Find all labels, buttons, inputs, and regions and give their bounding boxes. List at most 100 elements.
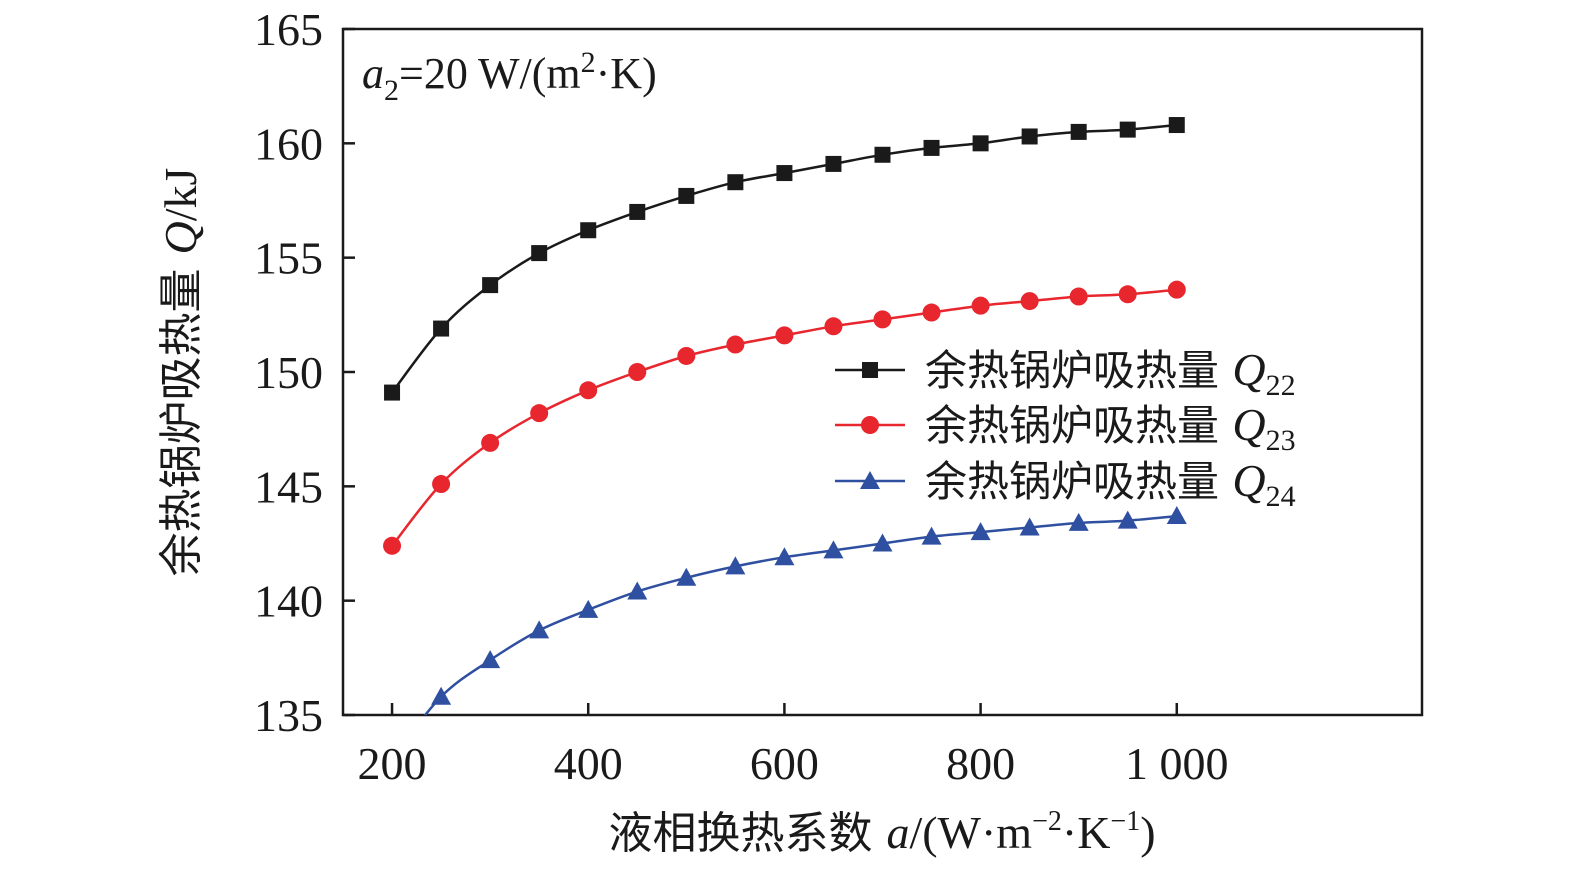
legend-label-q23: 余热锅炉吸热量 Q23 — [925, 399, 1296, 457]
data-point-q22 — [972, 135, 989, 152]
data-point-q23 — [726, 335, 745, 354]
data-point-q22 — [1168, 117, 1185, 134]
y-axis-title: 余热锅炉吸热量 Q/kJ — [155, 168, 207, 577]
legend-sub-q24: 24 — [1266, 480, 1296, 513]
legend-entry-q23: 余热锅炉吸热量 Q23 — [835, 399, 1296, 457]
data-point-q24 — [872, 533, 893, 552]
x-axis-title: 液相换热系数 a/(W·m−2·K−1) — [608, 806, 1155, 859]
legend-name-q24: 余热锅炉吸热量 — [925, 457, 1232, 506]
x-axis-sup2: −1 — [1110, 806, 1140, 837]
data-point-q22 — [727, 174, 744, 191]
x-axis-sup1: −2 — [1032, 806, 1062, 837]
data-point-q22 — [433, 320, 450, 337]
data-point-q23 — [971, 296, 990, 315]
y-axis-title-text: 余热锅炉吸热量 — [156, 254, 207, 576]
legend-symbol-q22: Q — [1232, 344, 1265, 395]
annotation-subscript: 2 — [384, 74, 399, 107]
data-point-q22 — [825, 155, 842, 172]
annotation-text: =20 W/(m — [399, 49, 581, 98]
legend: 余热锅炉吸热量 Q22 余热锅炉吸热量 Q23 余热锅炉吸热量 Q24 — [835, 344, 1296, 513]
data-point-q23 — [481, 433, 500, 452]
y-axis-symbol: Q — [155, 221, 206, 254]
y-tick-label: 145 — [254, 461, 323, 512]
data-point-q22 — [923, 139, 940, 156]
data-point-q24 — [480, 650, 501, 669]
data-point-q22 — [629, 203, 646, 220]
data-point-q24 — [725, 556, 746, 575]
y-tick-label: 150 — [254, 347, 323, 398]
data-point-q23 — [775, 326, 794, 345]
data-point-q22 — [482, 277, 499, 294]
x-axis-tail: ) — [1140, 807, 1155, 858]
y-axis-unit: /kJ — [155, 168, 206, 222]
x-tick-label: 600 — [750, 738, 819, 789]
x-tick-label: 800 — [946, 738, 1015, 789]
annotation-tail: ·K) — [596, 49, 657, 98]
legend-label-q22: 余热锅炉吸热量 Q22 — [925, 344, 1296, 402]
annotation-superscript: 2 — [581, 46, 596, 79]
data-point-q22 — [384, 384, 401, 401]
legend-symbol-q24: Q — [1232, 455, 1265, 506]
data-point-q22 — [531, 245, 548, 262]
legend-entry-q22: 余热锅炉吸热量 Q22 — [835, 344, 1296, 402]
legend-marker-q22 — [862, 362, 878, 378]
series-layer — [383, 117, 1187, 715]
x-tick-label: 1 000 — [1125, 738, 1229, 789]
data-point-q23 — [1020, 292, 1039, 311]
data-point-q23 — [383, 536, 402, 555]
data-point-q22 — [874, 146, 891, 163]
data-point-q23 — [530, 404, 549, 423]
x-axis-mid: ·K — [1062, 807, 1111, 858]
x-axis-ticks: 200 400 600 800 1 000 — [358, 703, 1229, 789]
data-point-q23 — [1167, 280, 1186, 299]
data-point-q23 — [677, 346, 696, 365]
data-point-q22 — [580, 222, 597, 239]
data-point-q23 — [873, 310, 892, 329]
data-point-q22 — [1119, 121, 1136, 138]
x-tick-label: 200 — [358, 738, 427, 789]
y-tick-label: 160 — [254, 118, 323, 169]
legend-sub-q22: 22 — [1266, 369, 1296, 402]
x-axis-unit: /(W·m — [909, 807, 1032, 858]
data-point-q23 — [922, 303, 941, 322]
data-point-q22 — [1021, 128, 1038, 145]
parameter-annotation: a2=20 W/(m2·K) — [362, 46, 657, 107]
legend-entry-q24: 余热锅炉吸热量 Q24 — [835, 455, 1296, 513]
legend-name-q23: 余热锅炉吸热量 — [925, 401, 1232, 450]
y-tick-label: 135 — [254, 690, 323, 741]
data-point-q24 — [921, 526, 942, 545]
y-tick-label: 155 — [254, 233, 323, 284]
data-point-q24 — [676, 567, 697, 586]
data-point-q24 — [970, 522, 991, 541]
data-point-q22 — [678, 187, 695, 204]
data-point-q23 — [579, 381, 598, 400]
x-tick-label: 400 — [554, 738, 623, 789]
data-point-q23 — [1069, 287, 1088, 306]
data-point-q23 — [824, 317, 843, 336]
legend-sub-q23: 23 — [1266, 424, 1296, 457]
x-axis-title-text: 液相换热系数 — [608, 808, 886, 859]
data-point-q22 — [776, 165, 793, 182]
data-point-q22 — [1070, 123, 1087, 140]
data-point-q23 — [1118, 285, 1137, 304]
y-tick-label: 165 — [254, 4, 323, 55]
legend-label-q24: 余热锅炉吸热量 Q24 — [925, 455, 1296, 513]
x-axis-symbol: a — [886, 807, 909, 858]
data-point-q24 — [578, 599, 599, 618]
data-point-q24 — [823, 540, 844, 559]
data-point-q24 — [529, 620, 550, 639]
data-point-q23 — [432, 475, 451, 494]
legend-marker-q24 — [860, 471, 880, 489]
data-point-q24 — [1068, 512, 1089, 531]
legend-marker-q23 — [861, 416, 879, 434]
y-axis-ticks: 135 140 145 150 155 160 165 — [254, 4, 355, 741]
legend-name-q22: 余热锅炉吸热量 — [925, 346, 1232, 395]
annotation-symbol: a — [362, 49, 384, 98]
data-point-q24 — [431, 686, 452, 705]
legend-symbol-q23: Q — [1232, 399, 1265, 450]
data-point-q24 — [774, 547, 795, 566]
data-point-q24 — [1117, 510, 1138, 529]
data-point-q24 — [1166, 506, 1187, 525]
y-tick-label: 140 — [254, 576, 323, 627]
